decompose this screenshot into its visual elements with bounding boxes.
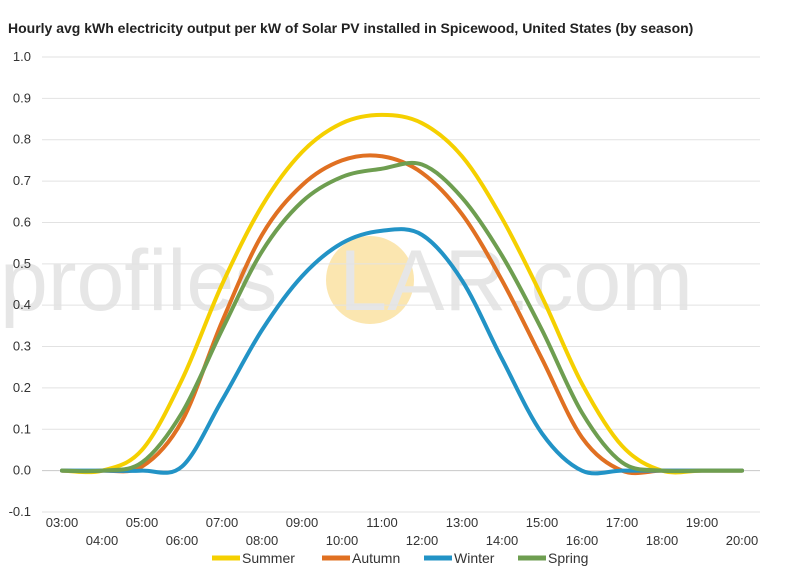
- grid: [42, 56, 760, 513]
- series-line-spring: [60, 160, 744, 474]
- y-tick-label: -0.1: [9, 504, 31, 519]
- x-tick-label: 13:00: [446, 515, 479, 530]
- series-line-winter: [60, 227, 744, 476]
- x-tick-label: 03:00: [46, 515, 79, 530]
- x-tick-label: 18:00: [646, 533, 679, 548]
- x-tick-label: 19:00: [686, 515, 719, 530]
- legend-label-spring: Spring: [548, 550, 588, 566]
- watermark-text-left: profile: [0, 233, 234, 329]
- watermark-text: profiles LAR.com: [0, 233, 693, 329]
- y-tick-label: 0.8: [13, 132, 31, 147]
- x-tick-label: 12:00: [406, 533, 439, 548]
- x-tick-label: 05:00: [126, 515, 159, 530]
- x-tick-label: 07:00: [206, 515, 239, 530]
- legend-label-winter: Winter: [454, 550, 495, 566]
- x-tick-label: 11:00: [366, 515, 398, 530]
- y-tick-label: 0.6: [13, 214, 31, 229]
- x-tick-label: 20:00: [726, 533, 759, 548]
- legend-label-autumn: Autumn: [352, 550, 400, 566]
- y-tick-label: 0.3: [13, 339, 31, 354]
- x-tick-label: 17:00: [606, 515, 639, 530]
- watermark-sun: [326, 236, 414, 324]
- x-tick-label: 06:00: [166, 533, 199, 548]
- x-tick-label: 16:00: [566, 533, 599, 548]
- y-tick-label: 0.7: [13, 173, 31, 188]
- y-tick-label: 0.1: [13, 421, 31, 436]
- series-lines: [60, 112, 744, 476]
- y-tick-label: 0.2: [13, 380, 31, 395]
- watermark: profiles LAR.com: [0, 233, 693, 329]
- x-tick-label: 14:00: [486, 533, 519, 548]
- x-tick-label: 04:00: [86, 533, 119, 548]
- y-tick-label: 0.4: [13, 297, 31, 312]
- y-tick-label: 0.5: [13, 256, 31, 271]
- x-tick-label: 08:00: [246, 533, 279, 548]
- legend-label-summer: Summer: [242, 550, 295, 566]
- y-tick-label: 0.0: [13, 463, 31, 478]
- chart-title: Hourly avg kWh electricity output per kW…: [8, 20, 693, 36]
- x-axis-ticks: 03:00 04:00 05:00 06:00 07:00 08:00 09:00 10:00…: [46, 515, 759, 548]
- series-line-summer: [60, 112, 744, 475]
- legend: Summer Autumn Winter Spring: [212, 550, 588, 566]
- x-tick-label: 10:00: [326, 533, 359, 548]
- y-tick-label: 0.9: [13, 90, 31, 105]
- y-axis-ticks: -0.1 0.0 0.1 0.2 0.3 0.4 0.5 0.6 0.7 0.8 0.9 1.0: [9, 49, 31, 519]
- x-tick-label: 15:00: [526, 515, 559, 530]
- y-tick-label: 1.0: [13, 49, 31, 64]
- x-tick-label: 09:00: [286, 515, 319, 530]
